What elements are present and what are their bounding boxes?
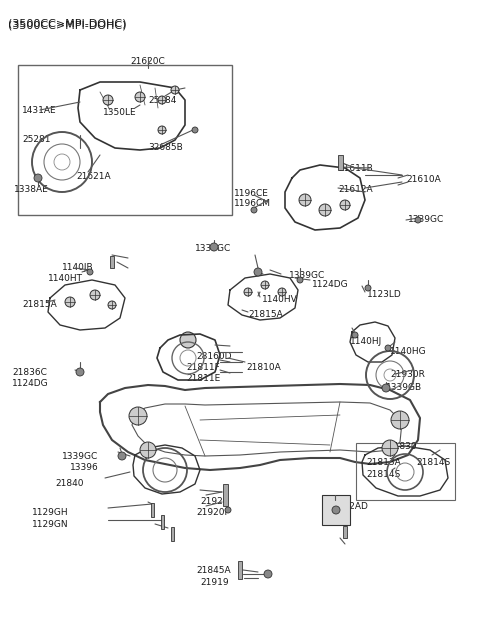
Text: (3500CC>MPI-DOHC): (3500CC>MPI-DOHC) (8, 18, 127, 28)
Circle shape (140, 442, 156, 458)
Circle shape (171, 86, 179, 94)
Text: 21611B: 21611B (338, 164, 373, 173)
Text: 1129GN: 1129GN (32, 520, 69, 529)
Text: 1140JB: 1140JB (62, 263, 94, 272)
Text: 21815A: 21815A (22, 300, 57, 309)
Bar (161, 515, 164, 529)
Text: 1124DG: 1124DG (12, 379, 48, 388)
Text: 21919: 21919 (200, 578, 228, 587)
Text: 1140HJ: 1140HJ (350, 337, 382, 346)
Circle shape (108, 301, 116, 309)
Text: 21813A: 21813A (366, 458, 401, 467)
Circle shape (135, 92, 145, 102)
Text: 13396: 13396 (70, 463, 99, 472)
Text: 1339GC: 1339GC (62, 452, 98, 461)
Circle shape (299, 194, 311, 206)
Circle shape (87, 269, 93, 275)
Text: 21811E: 21811E (186, 374, 220, 383)
Circle shape (352, 332, 358, 338)
Bar (238, 561, 242, 579)
Text: 21620C: 21620C (131, 57, 166, 66)
Circle shape (34, 174, 42, 182)
Text: 1339GC: 1339GC (408, 215, 444, 224)
Text: 1350LE: 1350LE (103, 108, 137, 117)
Circle shape (180, 332, 196, 348)
Circle shape (340, 200, 350, 210)
Circle shape (103, 95, 113, 105)
Text: 1140HT: 1140HT (48, 274, 83, 283)
Circle shape (382, 384, 390, 392)
Circle shape (264, 570, 272, 578)
Text: 1123LD: 1123LD (367, 290, 402, 299)
Text: 21930R: 21930R (390, 370, 425, 379)
Text: 1140HV: 1140HV (262, 295, 298, 304)
Circle shape (158, 96, 166, 104)
Text: 1132AD: 1132AD (333, 502, 369, 511)
Circle shape (76, 368, 84, 376)
Bar (171, 527, 174, 541)
Text: 25284: 25284 (148, 96, 176, 105)
Circle shape (90, 290, 100, 300)
Text: 1339GC: 1339GC (195, 244, 231, 253)
Circle shape (391, 411, 409, 429)
Bar (356, 443, 455, 500)
Bar (18, 65, 232, 215)
Text: 21836C: 21836C (12, 368, 47, 377)
Circle shape (65, 297, 75, 307)
Text: 21845A: 21845A (196, 566, 230, 575)
Text: 1140HG: 1140HG (390, 347, 427, 356)
Text: 21920F: 21920F (196, 508, 229, 517)
Text: 1196CE: 1196CE (234, 189, 269, 198)
Circle shape (382, 440, 398, 456)
Bar (223, 484, 228, 506)
Text: 21621A: 21621A (76, 172, 110, 181)
Circle shape (278, 288, 286, 296)
Circle shape (192, 127, 198, 133)
Text: 28160D: 28160D (196, 352, 231, 361)
Bar (343, 526, 347, 538)
Circle shape (129, 407, 147, 425)
Circle shape (415, 217, 421, 223)
Text: 32685B: 32685B (148, 143, 183, 152)
Circle shape (254, 268, 262, 276)
Text: 1129GH: 1129GH (32, 508, 69, 517)
Circle shape (385, 345, 391, 351)
Bar (151, 503, 154, 517)
Circle shape (210, 243, 218, 251)
Text: 21811F: 21811F (186, 363, 220, 372)
Circle shape (244, 288, 252, 296)
Text: 21815A: 21815A (248, 310, 283, 319)
Text: (3500CC>MPI-DOHC): (3500CC>MPI-DOHC) (8, 20, 127, 30)
Text: 21830: 21830 (388, 442, 417, 451)
Text: 1338AE: 1338AE (14, 185, 49, 194)
Text: 1124DG: 1124DG (312, 280, 348, 289)
Circle shape (332, 506, 340, 514)
Text: 21920: 21920 (200, 497, 228, 506)
Text: 1339GC: 1339GC (289, 271, 325, 280)
Circle shape (261, 281, 269, 289)
Text: 21814S: 21814S (416, 458, 450, 467)
Bar (322, 495, 350, 525)
Circle shape (365, 285, 371, 291)
Circle shape (225, 507, 231, 513)
Circle shape (297, 277, 303, 283)
Text: 25281: 25281 (22, 135, 50, 144)
Circle shape (118, 452, 126, 460)
Text: 1196CM: 1196CM (234, 199, 271, 208)
Text: 21810A: 21810A (246, 363, 281, 372)
Text: 21610A: 21610A (406, 175, 441, 184)
Bar (338, 155, 343, 170)
Bar (110, 256, 114, 268)
Circle shape (158, 126, 166, 134)
Text: 21814S: 21814S (366, 470, 400, 479)
Text: 1431AE: 1431AE (22, 106, 57, 115)
Text: 21840: 21840 (55, 479, 84, 488)
Circle shape (319, 204, 331, 216)
Circle shape (251, 207, 257, 213)
Text: 1339GB: 1339GB (386, 383, 422, 392)
Text: 21612A: 21612A (338, 185, 372, 194)
